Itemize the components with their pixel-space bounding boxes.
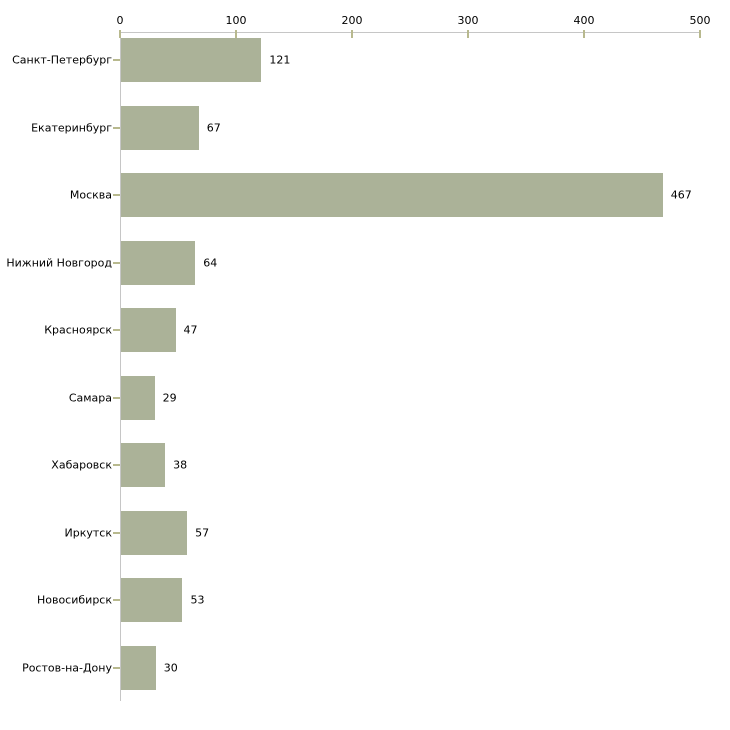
x-tick-mark [699,30,701,38]
category-tick-mark [113,59,120,61]
category-tick-mark [113,261,120,264]
category-tick-mark [113,666,120,669]
bar [121,443,166,487]
value-label: 47 [183,323,198,337]
x-tick-mark [467,30,469,38]
category-tick-mark [113,329,120,331]
category-label: Красноярск [44,323,112,337]
bar [121,38,262,82]
value-label: 467 [670,188,692,202]
x-tick-label: 300 [457,14,479,27]
value-label: 121 [269,53,291,67]
bar [121,645,156,690]
category-tick-mark [113,464,120,466]
category-tick-mark [113,194,120,196]
category-tick-mark [113,396,120,399]
bar [121,105,199,150]
category-label: Нижний Новгород [6,256,112,269]
bar [121,240,196,285]
category-label: Екатеринбург [31,121,112,134]
bar [121,308,176,352]
value-label: 38 [173,458,188,472]
category-tick-mark [113,531,120,534]
x-tick-label: 0 [116,14,124,27]
x-tick-mark [583,30,585,38]
category-label: Санкт-Петербург [12,53,112,67]
bar [121,375,155,420]
category-label: Хабаровск [51,458,112,472]
x-tick-label: 200 [341,14,363,27]
value-label: 67 [206,121,221,134]
category-label: Ростов-на-Дону [22,661,112,674]
value-label: 53 [190,593,205,607]
bar [121,173,663,217]
x-tick-label: 400 [573,14,595,27]
category-label: Москва [69,188,112,202]
value-label: 64 [203,256,218,269]
category-tick-mark [113,599,120,601]
bar [121,510,188,555]
value-label: 29 [162,391,177,404]
x-tick-mark [119,30,121,38]
x-tick-label: 100 [225,14,247,27]
category-tick-mark [113,126,120,129]
category-label: Самара [68,391,112,404]
x-tick-label: 500 [689,14,711,27]
x-tick-mark [351,30,353,38]
category-label: Новосибирск [36,593,112,607]
category-label: Иркутск [64,526,112,539]
y-axis-line [120,32,121,701]
x-tick-mark [235,30,237,38]
value-label: 30 [163,661,178,674]
bar [121,578,183,622]
value-label: 57 [195,526,210,539]
x-axis-line [120,32,701,33]
